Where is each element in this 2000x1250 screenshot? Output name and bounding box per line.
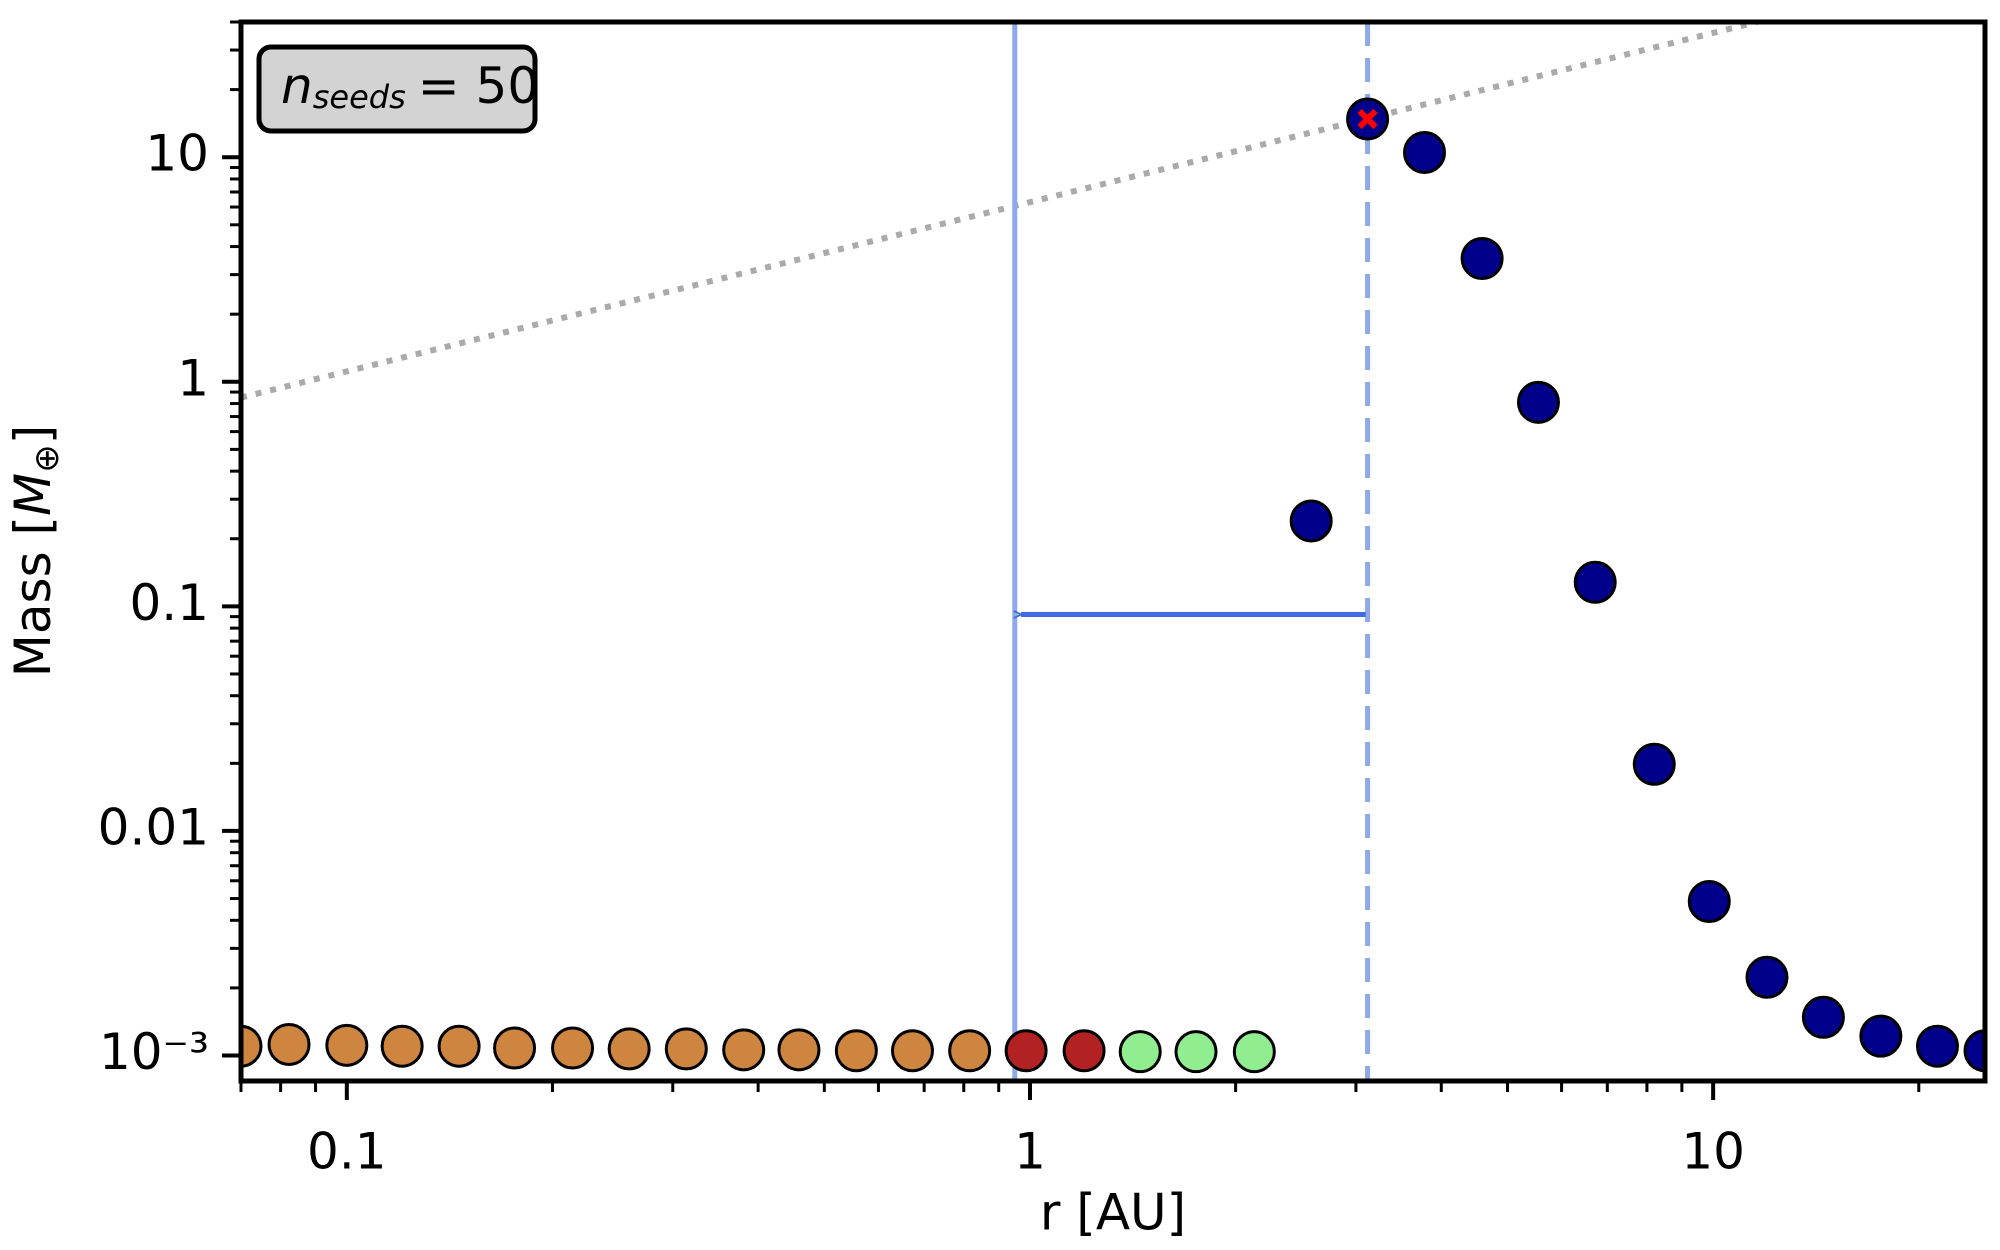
y-tick-label: 1: [177, 349, 209, 407]
data-point: [1859, 1014, 1903, 1058]
data-point: [890, 1029, 934, 1073]
annotation: nseeds = 50: [281, 57, 539, 117]
y-label-text: Mass [: [4, 516, 62, 677]
y-tick-label: 0.1: [129, 574, 209, 632]
data-point: [325, 1023, 369, 1067]
data-point: [1573, 560, 1617, 604]
data-point: [437, 1024, 481, 1068]
data-point: [1004, 1029, 1048, 1073]
annotation-symbol: n: [281, 57, 313, 115]
annotation-subscript: seeds: [313, 78, 406, 116]
data-point: [722, 1028, 766, 1072]
y-label-end: ]: [4, 425, 62, 445]
data-point: [1963, 1029, 1985, 1073]
data-point: [1403, 130, 1447, 174]
data-point: [551, 1026, 595, 1070]
data-point: [1118, 1030, 1162, 1074]
annotation-box: [256, 44, 538, 134]
data-point: [948, 1029, 992, 1073]
data-point: [1232, 1030, 1276, 1074]
y-tick-label: 10⁻³: [99, 1023, 209, 1081]
data-point: [1687, 880, 1731, 924]
y-axis-label: Mass [M⊕]: [4, 425, 67, 677]
highlight-marker: [1357, 108, 1378, 130]
data-point: [777, 1028, 821, 1072]
data-point: [1632, 742, 1676, 786]
y-label-symbol: M: [4, 473, 62, 516]
reference-line: [241, 22, 1758, 401]
data-point: [1745, 955, 1789, 999]
data-point: [1801, 995, 1845, 1039]
plot-frame: [238, 19, 1988, 1084]
data-point: [1289, 499, 1333, 543]
x-axis-label: r [AU]: [1040, 1184, 1186, 1242]
data-point: [241, 1024, 263, 1068]
y-label-subscript: ⊕: [27, 444, 67, 473]
annotation-text: = 50: [418, 57, 539, 115]
data-point: [834, 1029, 878, 1073]
data-point: [1062, 1029, 1106, 1073]
x-tick-label: 0.1: [307, 1123, 387, 1181]
data-point: [267, 1022, 311, 1066]
data-point: [664, 1027, 708, 1071]
y-tick-label: 10: [145, 125, 209, 183]
data-point: [380, 1024, 424, 1068]
y-tick-label: 0.01: [98, 798, 209, 856]
plot-area: [241, 22, 1985, 1081]
x-tick-label: 10: [1681, 1123, 1745, 1181]
x-tick-label: 1: [1014, 1123, 1046, 1181]
data-point: [1915, 1024, 1959, 1068]
data-point: [1174, 1030, 1218, 1074]
data-point: [1516, 380, 1560, 424]
data-point: [607, 1027, 651, 1071]
data-point: [493, 1026, 537, 1070]
data-point: [1460, 236, 1504, 280]
